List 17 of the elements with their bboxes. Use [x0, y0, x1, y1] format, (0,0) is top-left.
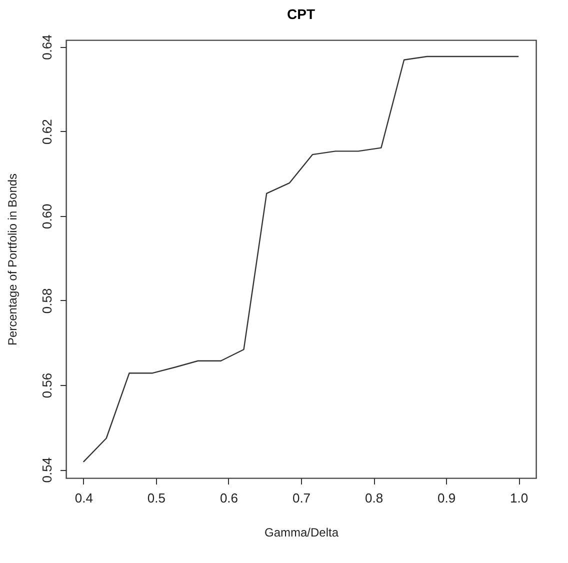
y-tick-label: 0.60	[40, 204, 54, 230]
x-tick-label: 0.9	[438, 490, 456, 506]
y-tick-label: 0.54	[40, 457, 54, 483]
x-tick-label: 0.6	[220, 490, 238, 506]
y-axis-title: Percentage of Portfolio in Bonds	[6, 173, 20, 346]
line-series	[82, 56, 520, 463]
x-tick-label: 0.5	[147, 490, 166, 506]
y-tick-label: 0.64	[40, 34, 54, 60]
x-tick-label: 0.4	[74, 490, 93, 506]
x-axis-title: Gamma/Delta	[264, 526, 339, 540]
y-tick-label: 0.58	[40, 288, 54, 314]
y-tick-label: 0.62	[40, 119, 54, 144]
y-tick-label: 0.56	[40, 372, 54, 398]
x-tick-label: 0.8	[364, 490, 384, 506]
x-tick-label: 1.0	[510, 490, 528, 506]
x-tick-label: 0.7	[292, 490, 311, 506]
chart-title: CPT	[287, 6, 316, 22]
